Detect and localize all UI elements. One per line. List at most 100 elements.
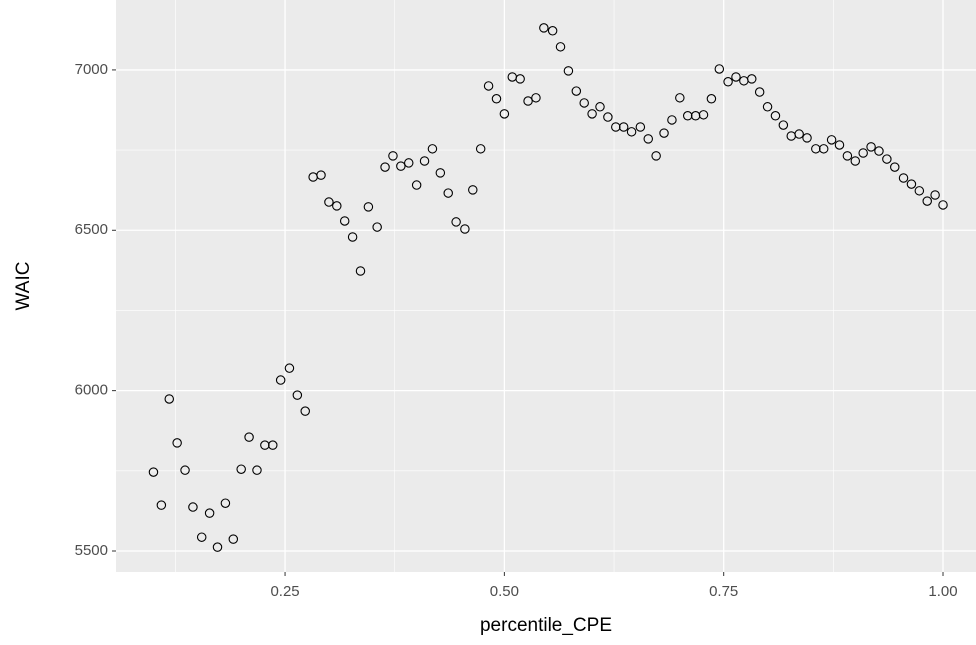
y-tick-label: 5500 <box>75 542 108 559</box>
point <box>339 216 350 226</box>
point <box>451 217 461 227</box>
point <box>747 74 757 84</box>
point <box>826 135 837 145</box>
point <box>723 77 733 87</box>
point <box>922 196 932 206</box>
point <box>938 200 948 210</box>
x-tick-label: 0.75 <box>709 583 738 600</box>
point <box>284 363 295 373</box>
y-tick-label: 6500 <box>75 221 108 238</box>
point <box>906 179 917 189</box>
point <box>643 134 653 144</box>
point <box>172 438 182 448</box>
point <box>220 498 231 508</box>
point <box>595 102 605 112</box>
point <box>675 93 685 103</box>
point <box>332 201 342 211</box>
point <box>539 23 549 33</box>
point <box>188 502 198 512</box>
y-axis-title: WAIC <box>13 262 34 311</box>
point <box>292 390 303 400</box>
point <box>148 467 159 477</box>
point <box>890 162 900 172</box>
point <box>388 151 398 161</box>
point <box>268 440 278 450</box>
point <box>355 266 366 276</box>
point <box>363 202 374 212</box>
point <box>483 81 494 91</box>
point <box>499 109 510 119</box>
point <box>778 120 789 130</box>
point <box>427 144 438 154</box>
x-tick-label: 1.00 <box>928 583 957 600</box>
point <box>667 115 677 125</box>
point <box>714 64 725 74</box>
point <box>443 188 453 198</box>
point <box>491 94 502 104</box>
y-tick-label: 6000 <box>75 382 108 399</box>
point <box>731 72 741 82</box>
point <box>435 168 446 178</box>
point <box>180 465 190 475</box>
point <box>403 158 414 168</box>
point <box>651 151 661 161</box>
point <box>324 197 334 207</box>
x-axis-title: percentile_CPE <box>480 615 612 636</box>
point <box>460 224 470 234</box>
point <box>468 185 478 195</box>
point <box>372 222 382 232</box>
point <box>794 129 804 139</box>
panel-background <box>116 0 976 572</box>
point <box>571 86 582 96</box>
point <box>770 111 781 121</box>
point <box>706 94 717 104</box>
point <box>475 144 486 154</box>
point <box>579 98 589 108</box>
point <box>275 375 286 385</box>
point <box>930 190 940 200</box>
point <box>754 87 765 97</box>
point <box>618 122 629 132</box>
point <box>164 394 175 404</box>
point <box>802 133 812 143</box>
point <box>212 542 223 552</box>
point <box>555 42 566 52</box>
point <box>914 186 925 196</box>
point <box>850 156 861 166</box>
point <box>156 500 167 510</box>
point <box>347 232 358 242</box>
point <box>762 102 773 112</box>
point <box>300 406 310 416</box>
point <box>874 146 884 156</box>
point <box>587 109 597 119</box>
point <box>411 180 422 190</box>
point <box>882 154 892 164</box>
point <box>515 74 525 84</box>
point <box>236 464 246 474</box>
point <box>380 162 390 172</box>
point <box>698 110 709 120</box>
point <box>818 144 829 154</box>
point <box>196 532 207 542</box>
point <box>635 122 646 132</box>
point <box>204 508 215 518</box>
point <box>531 93 541 103</box>
point <box>523 96 533 106</box>
x-tick-label: 0.25 <box>270 583 299 600</box>
point <box>252 465 262 475</box>
point <box>228 534 239 544</box>
point <box>866 142 876 152</box>
point <box>316 170 326 180</box>
point <box>659 128 669 138</box>
point <box>396 161 406 171</box>
point <box>842 151 853 161</box>
point <box>244 432 254 442</box>
point <box>626 127 637 137</box>
point <box>563 66 574 76</box>
point <box>547 26 558 36</box>
point <box>858 148 868 158</box>
point <box>834 140 845 150</box>
point <box>898 173 909 183</box>
point <box>603 112 613 122</box>
